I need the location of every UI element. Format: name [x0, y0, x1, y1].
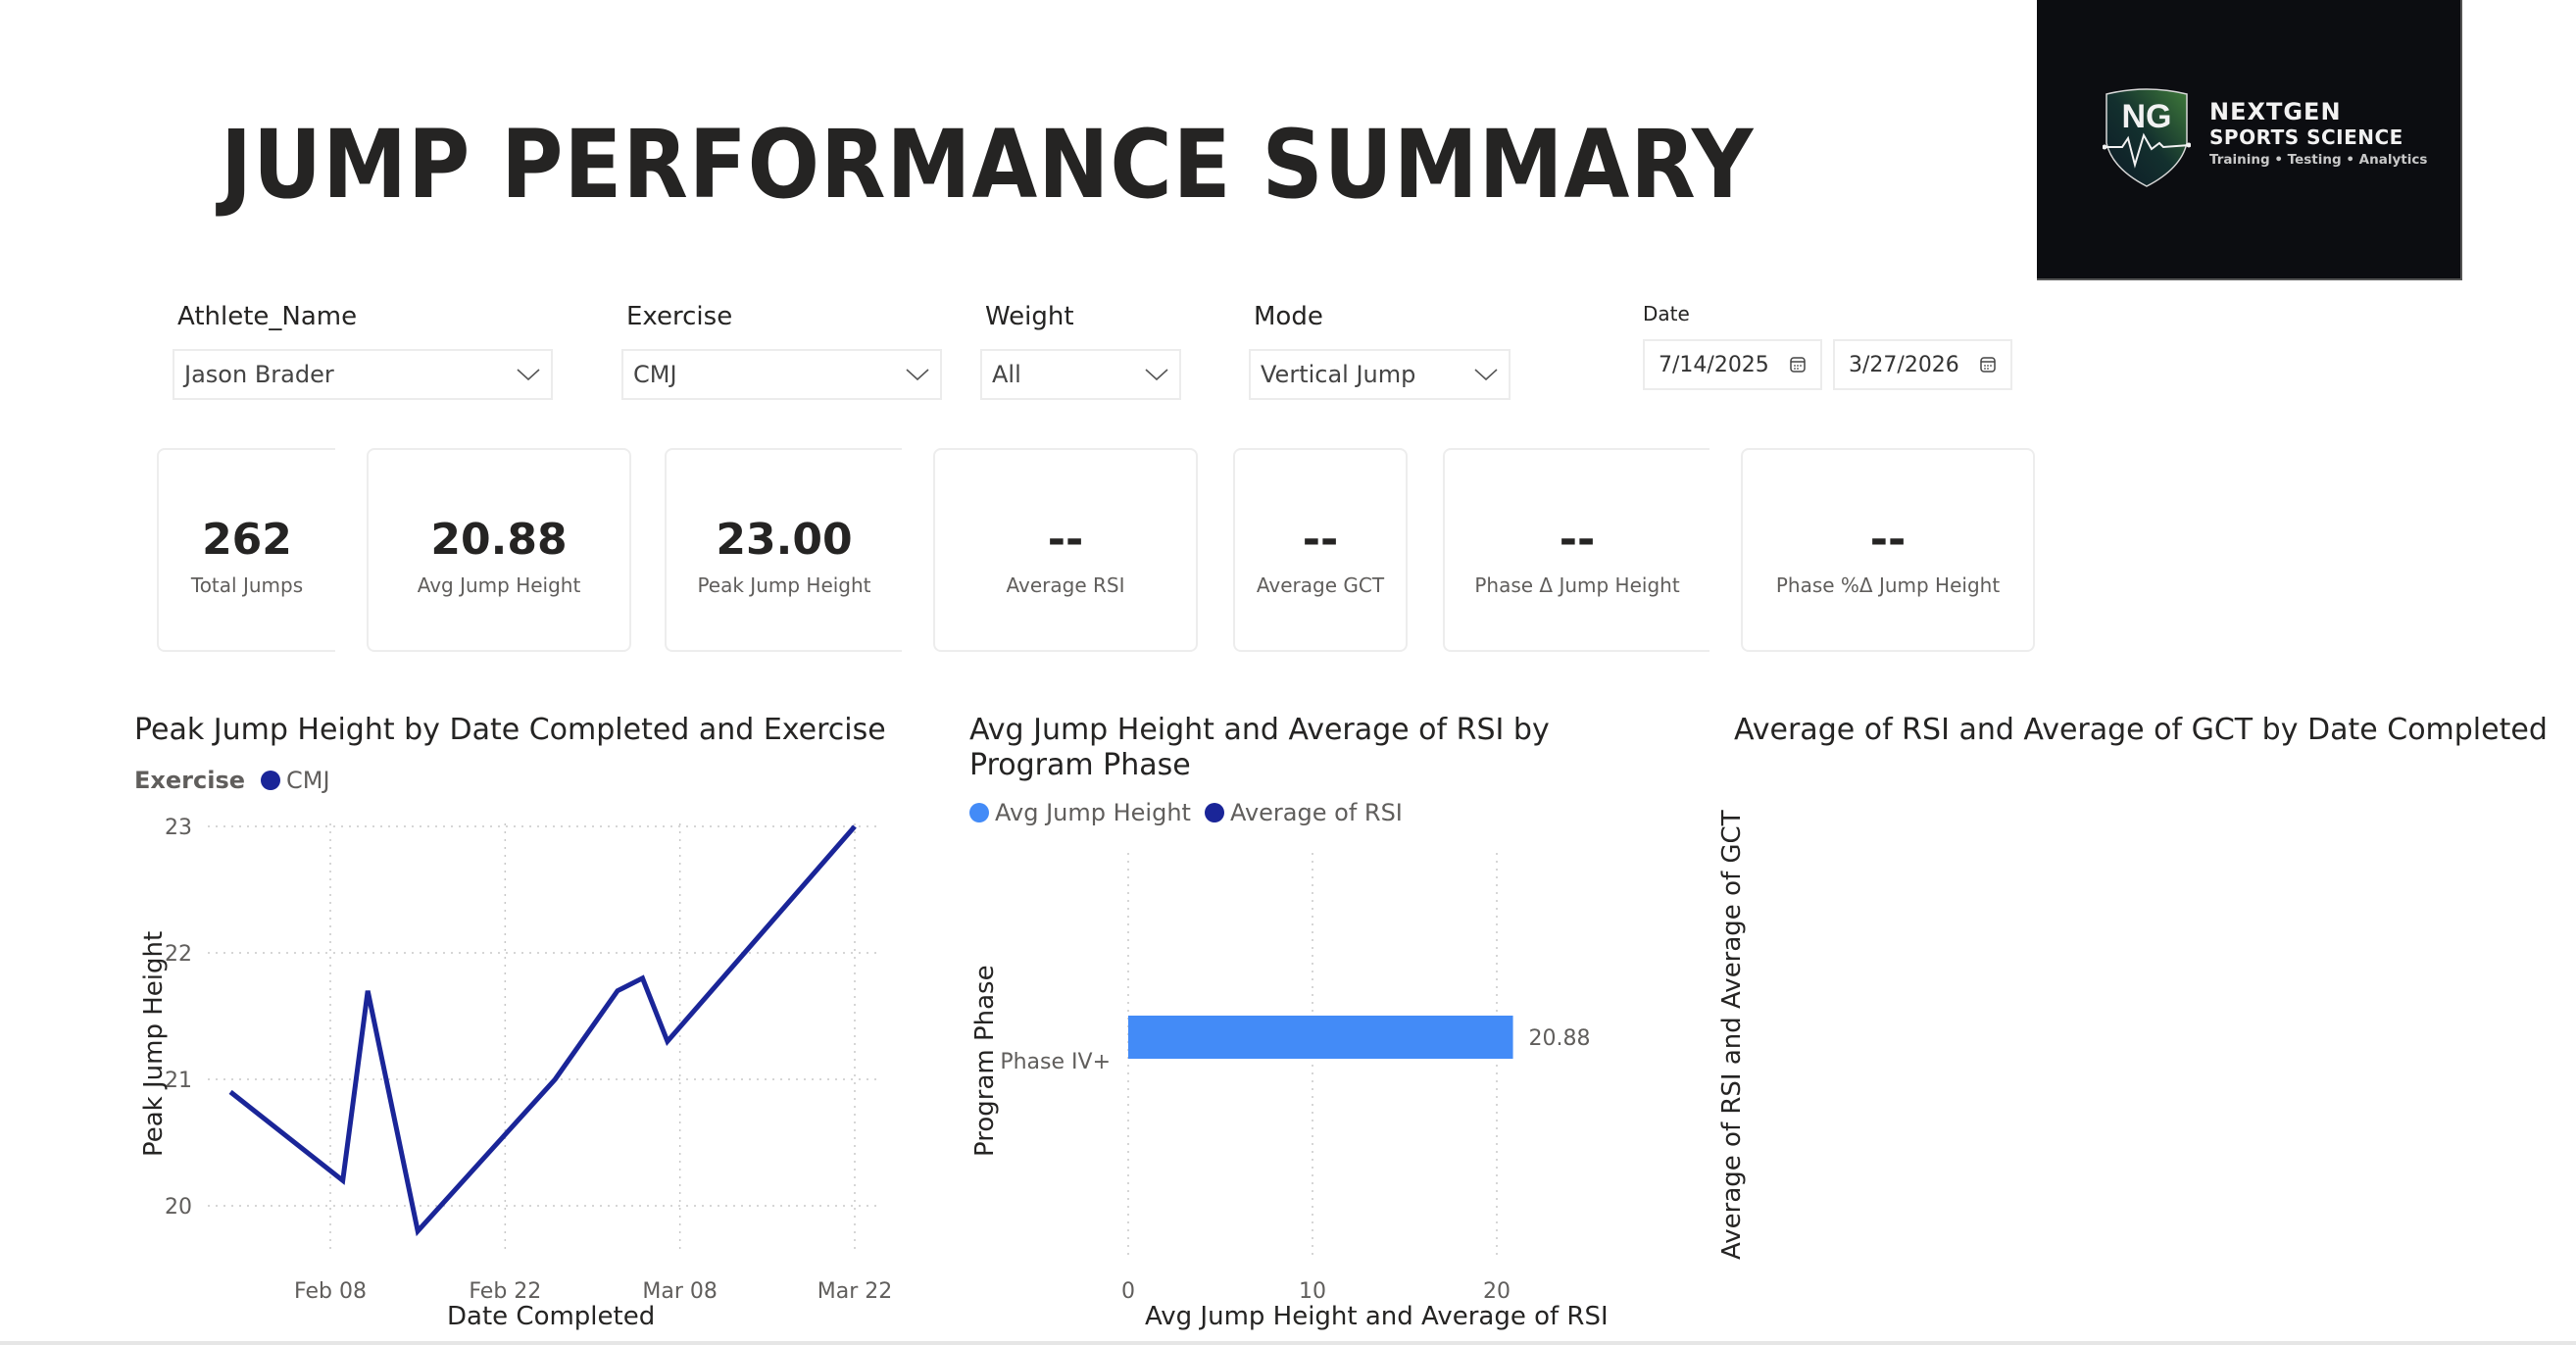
brand-tagline: Training • Testing • Analytics [2209, 152, 2428, 168]
exercise-dropdown-value: CMJ [633, 361, 677, 388]
kpi-value: -- [1869, 515, 1907, 565]
start-date-input[interactable]: 7/14/2025 [1643, 339, 1822, 390]
y-tick-label: 22 [165, 942, 192, 967]
x-tick-label: Feb 08 [294, 1279, 367, 1304]
chevron-down-icon [517, 369, 540, 381]
kpi-value: 20.88 [430, 515, 568, 565]
end-date-value: 3/27/2026 [1849, 352, 1959, 377]
bar-data-label: 20.88 [1529, 1026, 1591, 1051]
kpi-card-average-rsi: -- Average RSI [933, 448, 1198, 652]
legend-item-average-rsi[interactable]: Average of RSI [1229, 799, 1403, 826]
brand-logo: NG NEXTGEN SPORTS SCIENCE Training • Tes… [2037, 0, 2462, 280]
kpi-value: 262 [202, 515, 292, 565]
page-bottom-border [0, 1341, 2576, 1345]
x-tick-label: Feb 22 [469, 1279, 541, 1304]
chevron-down-icon [906, 369, 929, 381]
y-category-label: Phase IV+ [1000, 1050, 1111, 1074]
brand-name: NEXTGEN [2209, 98, 2342, 125]
kpi-label: Total Jumps [190, 573, 304, 597]
kpi-card-total-jumps: 262 Total Jumps [157, 448, 335, 652]
mode-dropdown[interactable]: Vertical Jump [1249, 349, 1511, 400]
chevron-down-icon [1145, 369, 1168, 381]
bar-chart-title-line-2: Program Phase [969, 748, 1191, 782]
kpi-value: -- [1559, 515, 1596, 565]
kpi-label: Phase Δ Jump Height [1474, 573, 1680, 597]
kpi-label: Average GCT [1256, 573, 1385, 597]
program-phase-bar-chart[interactable]: 0 10 20 20.88 Phase IV+ [0, 0, 1666, 1345]
rsi-gct-chart-title: Average of RSI and Average of GCT by Dat… [1734, 713, 2548, 747]
kpi-label: Average RSI [1006, 573, 1125, 597]
end-date-input[interactable]: 3/27/2026 [1833, 339, 2012, 390]
calendar-icon[interactable] [1979, 356, 1997, 374]
y-tick-label: 20 [165, 1195, 192, 1220]
bar-chart-x-axis-title: Avg Jump Height and Average of RSI [1145, 1302, 1609, 1331]
bar-chart-legend: Avg Jump Height Average of RSI [969, 799, 1403, 826]
kpi-label: Peak Jump Height [697, 573, 871, 597]
bar-chart-y-axis-title: Program Phase [970, 965, 1000, 1157]
kpi-card-phase-pct-delta-jump-height: -- Phase %Δ Jump Height [1741, 448, 2035, 652]
legend-dot-icon [969, 803, 989, 822]
peak-jump-height-line-chart[interactable]: 20 21 22 23 Feb 08 Feb 22 Mar 08 Mar 22 [0, 0, 921, 1345]
calendar-icon[interactable] [1789, 356, 1807, 374]
kpi-card-average-gct: -- Average GCT [1233, 448, 1408, 652]
athlete-dropdown-value: Jason Brader [184, 361, 334, 388]
kpi-card-phase-delta-jump-height: -- Phase Δ Jump Height [1443, 448, 1709, 652]
athlete-filter-label: Athlete_Name [177, 302, 358, 331]
x-tick-label: Mar 08 [642, 1279, 718, 1304]
bar-chart-title-line-1: Avg Jump Height and Average of RSI by [969, 713, 1550, 747]
athlete-dropdown[interactable]: Jason Brader [173, 349, 553, 400]
legend-dot-icon [1204, 803, 1224, 822]
x-tick-label: 20 [1483, 1279, 1511, 1304]
kpi-value: 23.00 [716, 515, 853, 565]
brand-subtitle: SPORTS SCIENCE [2209, 125, 2403, 149]
kpi-value: -- [1047, 515, 1084, 565]
x-tick-label: 0 [1121, 1279, 1135, 1304]
weight-filter-label: Weight [985, 302, 1074, 331]
y-tick-label: 21 [165, 1069, 192, 1093]
bar-chart-title: Avg Jump Height and Average of RSI by Pr… [969, 713, 1550, 783]
mode-filter-label: Mode [1254, 302, 1323, 331]
bar-avg-jump-height[interactable] [1128, 1016, 1513, 1059]
date-filter-label: Date [1643, 302, 1690, 325]
page-title: JUMP PERFORMANCE SUMMARY [221, 110, 1755, 220]
legend-item-cmj[interactable]: CMJ [286, 767, 330, 794]
kpi-value: -- [1302, 515, 1339, 565]
mode-dropdown-value: Vertical Jump [1261, 361, 1416, 388]
kpi-card-peak-jump-height: 23.00 Peak Jump Height [665, 448, 902, 652]
line-chart-legend: Exercise CMJ [134, 767, 330, 794]
kpi-label: Avg Jump Height [417, 573, 581, 597]
chevron-down-icon [1474, 369, 1498, 381]
cmj-series-line[interactable] [228, 824, 857, 1237]
legend-title: Exercise [134, 767, 246, 794]
shield-logo-icon: NG [2103, 88, 2191, 187]
svg-text:NG: NG [2122, 98, 2172, 135]
kpi-card-avg-jump-height: 20.88 Avg Jump Height [367, 448, 631, 652]
exercise-filter-label: Exercise [626, 302, 733, 331]
exercise-dropdown[interactable]: CMJ [621, 349, 942, 400]
legend-dot-icon [261, 771, 281, 790]
kpi-label: Phase %Δ Jump Height [1775, 573, 2001, 597]
rsi-gct-chart-y-axis-title: Average of RSI and Average of GCT [1717, 810, 1747, 1260]
x-tick-label: Mar 22 [817, 1279, 893, 1304]
y-tick-label: 23 [165, 816, 192, 840]
line-chart-x-axis-title: Date Completed [447, 1302, 656, 1331]
start-date-value: 7/14/2025 [1659, 352, 1769, 377]
legend-item-avg-jump-height[interactable]: Avg Jump Height [995, 799, 1191, 826]
line-chart-title: Peak Jump Height by Date Completed and E… [134, 713, 886, 747]
weight-dropdown-value: All [992, 361, 1021, 388]
x-tick-label: 10 [1299, 1279, 1326, 1304]
weight-dropdown[interactable]: All [980, 349, 1181, 400]
